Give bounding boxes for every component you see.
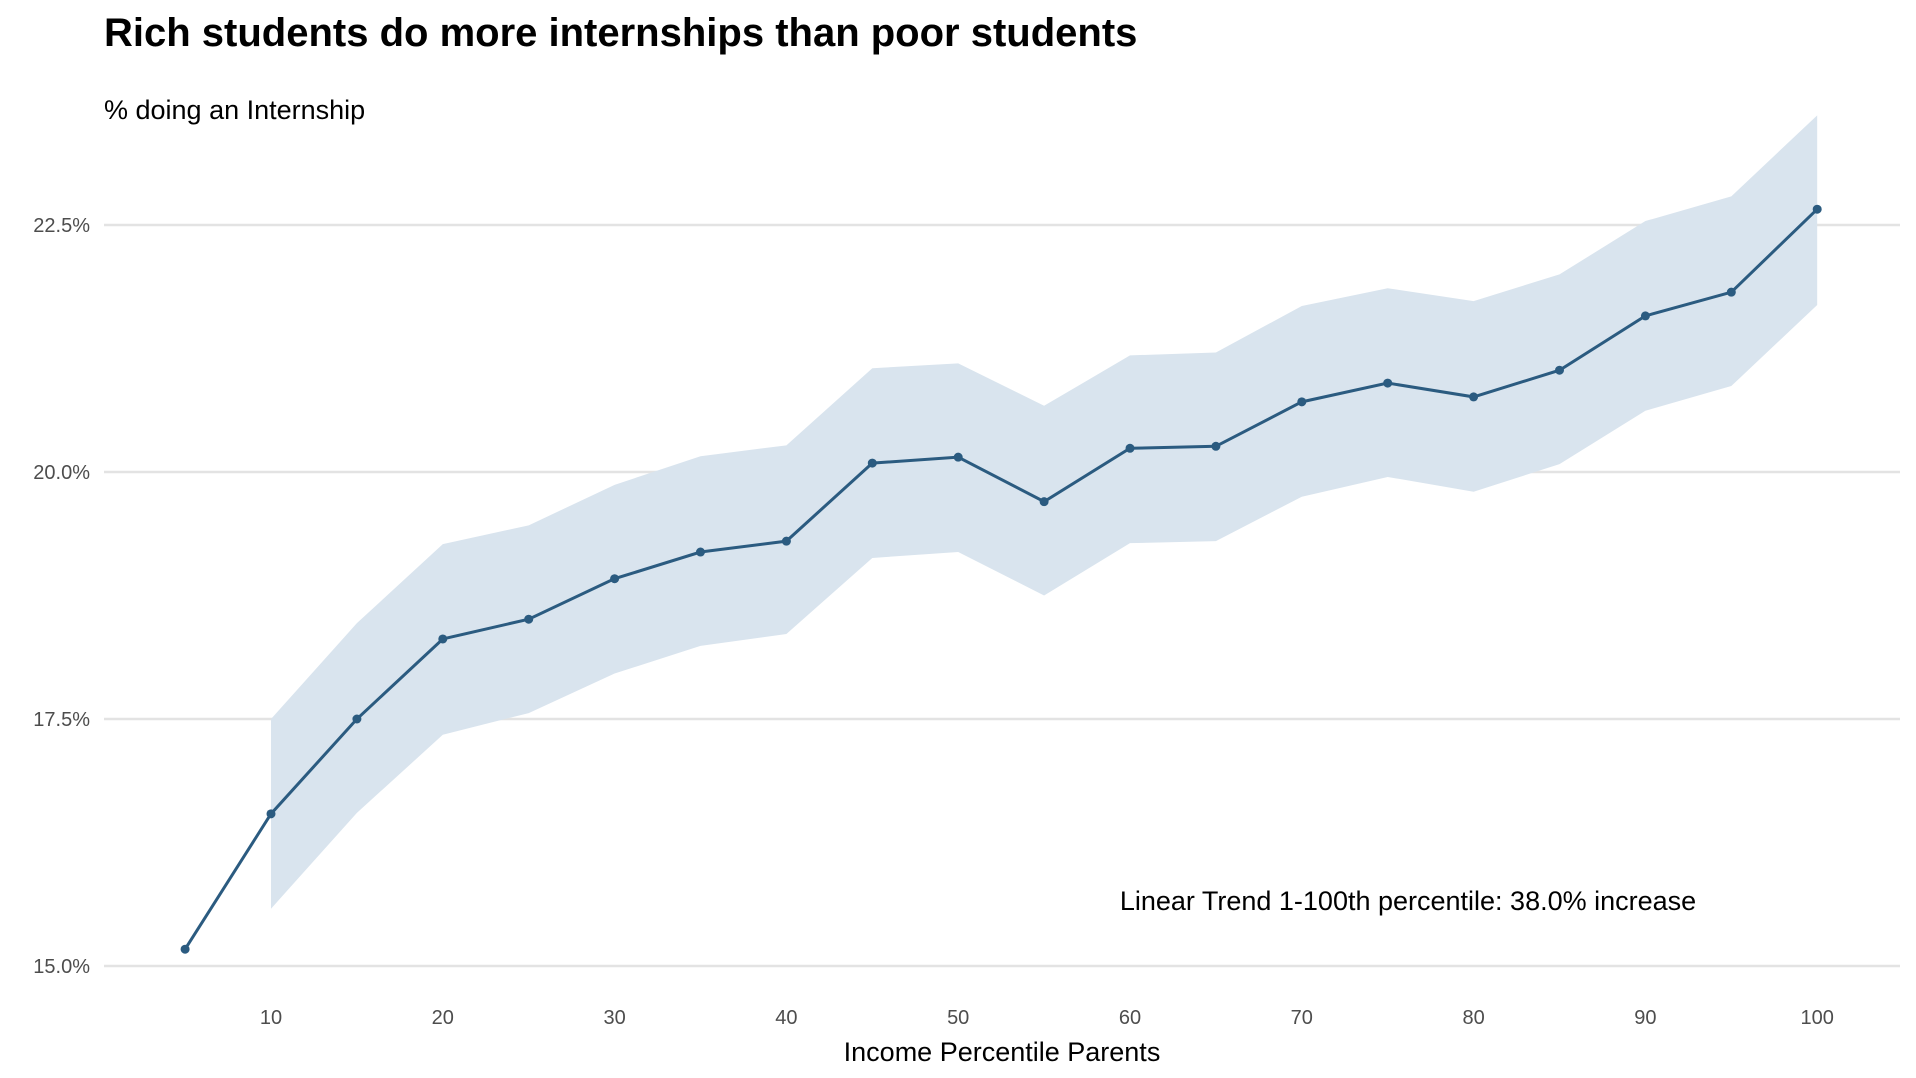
confidence-band-area — [271, 115, 1818, 909]
data-point — [1039, 497, 1049, 507]
data-point — [1812, 204, 1822, 214]
y-axis-ticks: 15.0% 17.5% 20.0% 22.5% — [33, 215, 90, 978]
data-point — [1297, 397, 1307, 407]
x-tick-label: 30 — [603, 1007, 625, 1029]
x-tick-label: 10 — [260, 1007, 282, 1029]
data-point — [1469, 392, 1479, 402]
data-point — [1726, 287, 1736, 297]
x-tick-label: 80 — [1462, 1007, 1484, 1029]
data-point — [610, 574, 620, 584]
x-tick-label: 20 — [432, 1007, 454, 1029]
data-point — [953, 452, 963, 462]
y-tick-label: 15.0% — [33, 956, 90, 978]
x-tick-label: 40 — [775, 1007, 797, 1029]
data-point — [1211, 441, 1221, 451]
data-point — [180, 944, 190, 954]
data-point — [1640, 311, 1650, 321]
x-tick-label: 90 — [1634, 1007, 1656, 1029]
x-tick-label: 100 — [1801, 1007, 1834, 1029]
x-axis-label: Income Percentile Parents — [844, 1037, 1161, 1067]
x-axis-ticks: 10 20 30 40 50 60 70 80 90 100 — [260, 1007, 1834, 1029]
x-tick-label: 60 — [1119, 1007, 1141, 1029]
x-tick-label: 50 — [947, 1007, 969, 1029]
trend-annotation: Linear Trend 1-100th percentile: 38.0% i… — [1120, 886, 1696, 916]
data-point — [1383, 378, 1393, 388]
x-tick-label: 70 — [1291, 1007, 1313, 1029]
data-points — [180, 204, 1822, 954]
confidence-band — [271, 115, 1818, 909]
data-point — [1555, 365, 1564, 375]
chart-subtitle: % doing an Internship — [104, 95, 365, 125]
data-point — [781, 536, 791, 546]
y-tick-label: 22.5% — [33, 215, 90, 237]
data-point — [696, 547, 705, 557]
data-point — [867, 458, 877, 468]
data-point — [438, 634, 448, 644]
chart-title: Rich students do more internships than p… — [104, 11, 1137, 55]
series-line-path — [183, 208, 1819, 951]
data-point — [266, 809, 276, 819]
data-point — [352, 714, 362, 724]
data-point — [1125, 443, 1135, 453]
y-tick-label: 20.0% — [33, 462, 90, 484]
data-point — [524, 614, 534, 624]
y-tick-label: 17.5% — [33, 709, 90, 731]
series-line — [183, 208, 1819, 951]
